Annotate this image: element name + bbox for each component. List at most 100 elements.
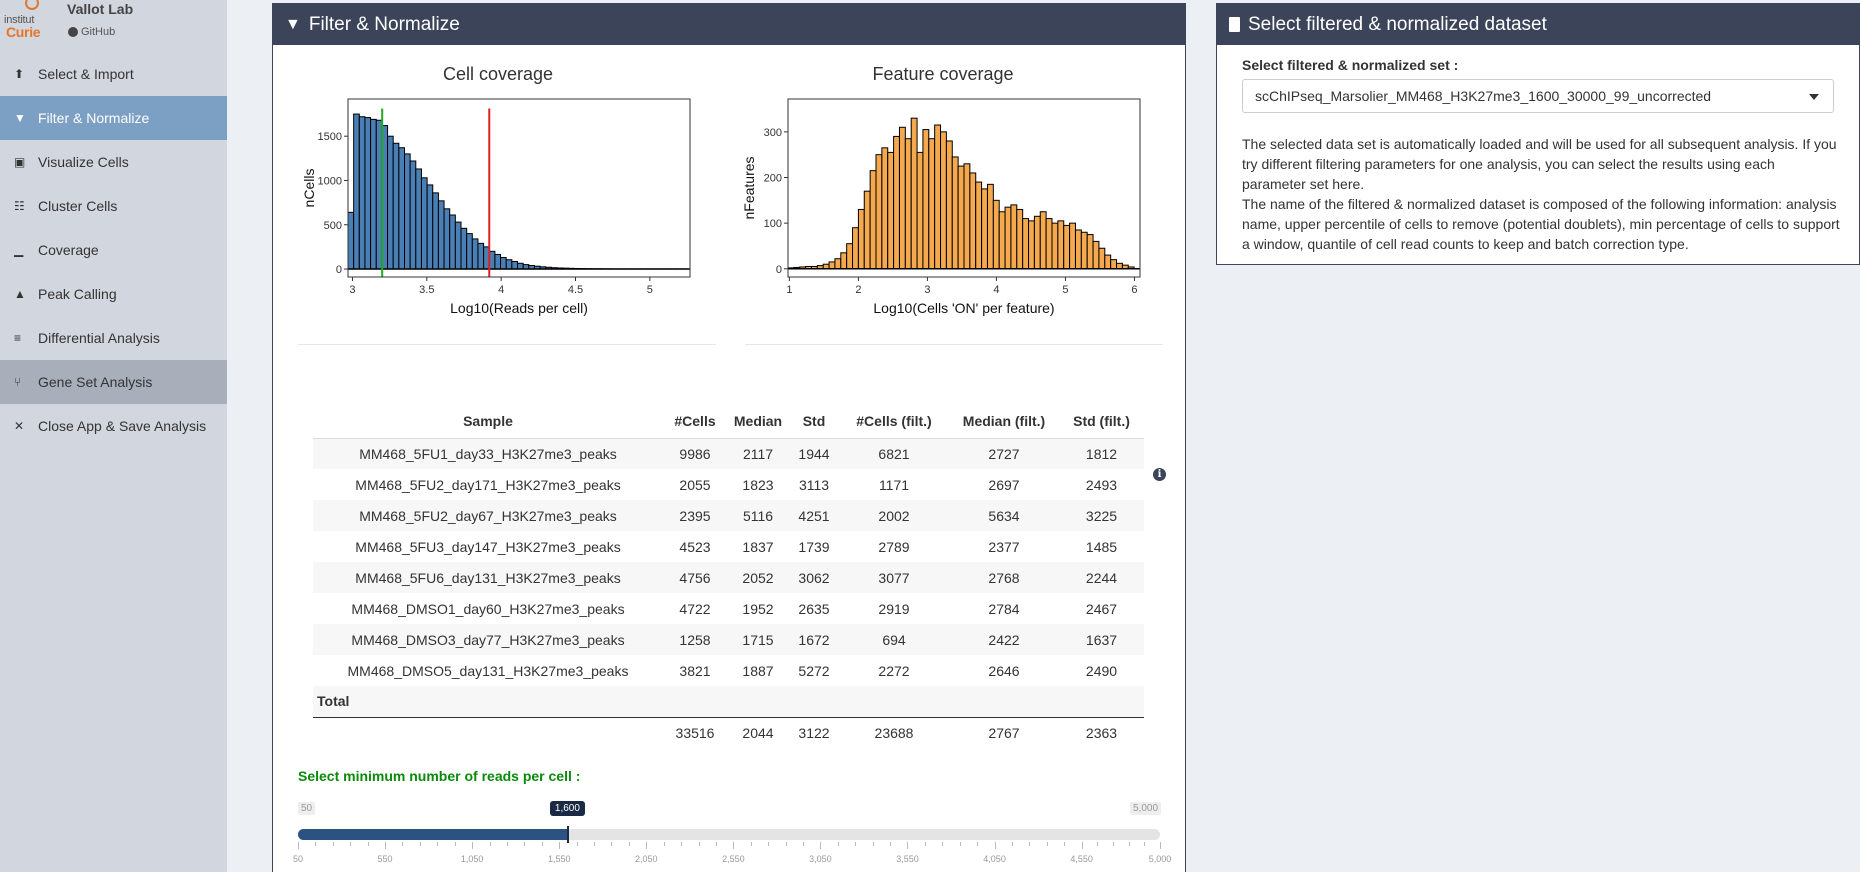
github-link[interactable]: GitHub — [68, 26, 115, 38]
hist-bar — [505, 259, 513, 270]
hist-bar — [992, 199, 1000, 270]
slider-minor-tick — [977, 842, 979, 846]
hist-bar — [828, 261, 836, 270]
table-row: MM468_DMSO3_day77_H3K27me3_peaks 1258 1715… — [313, 624, 1144, 655]
box-title: Select filtered & normalized dataset — [1248, 13, 1547, 35]
hist-bar — [1092, 240, 1100, 270]
slider-minor-tick — [1046, 842, 1048, 846]
col-header: #Cells — [663, 404, 727, 439]
slider-minor-tick — [715, 842, 717, 846]
slider-tick-label: 2,050 — [635, 854, 658, 864]
logo-line2: Curie — [6, 24, 41, 40]
slider-minor-tick — [1128, 842, 1130, 846]
sidebar: institut Curie Vallot Lab GitHub ⬆ Selec… — [0, 0, 227, 872]
sidebar-item-peak-calling[interactable]: ▲ Peak Calling — [0, 272, 227, 316]
dataset-select[interactable]: scChIPseq_Marsolier_MM468_H3K27me3_1600_… — [1242, 79, 1834, 113]
hist-bar — [981, 188, 988, 270]
value-cell: 3077 — [839, 562, 949, 593]
plot-frame — [347, 98, 691, 278]
filter-normalize-header: ▼ Filter & Normalize — [273, 4, 1185, 45]
value-cell: 1823 — [742, 476, 774, 493]
hist-bar — [1104, 254, 1112, 270]
slider-fill — [298, 829, 568, 840]
sidebar-item-label: Filter & Normalize — [38, 110, 150, 126]
sample-cell: MM468_5FU2_day67_H3K27me3_peaks — [313, 500, 663, 531]
slider-tick-label: 4,550 — [1070, 854, 1093, 864]
sidebar-item-differential-analysis[interactable]: ≡ Differential Analysis — [0, 316, 227, 360]
slider-tick-label: 1,050 — [460, 854, 484, 864]
value-cell: 5634 — [949, 500, 1059, 531]
value-cell: 2919 — [878, 600, 910, 617]
hist-bar — [426, 184, 434, 270]
value-cell: 1944 — [789, 438, 839, 469]
y-tick-label: 300 — [764, 127, 782, 139]
slider-minor-tick — [524, 842, 526, 846]
hist-bar — [409, 160, 417, 270]
hist-bar — [398, 147, 406, 270]
value-cell: 2490 — [1085, 662, 1118, 679]
hist-bar — [875, 154, 883, 270]
hist-bar — [471, 238, 479, 270]
slider-handle[interactable] — [566, 826, 569, 843]
sidebar-item-gene-set-analysis[interactable]: ⑂ Gene Set Analysis — [0, 360, 227, 404]
slider-tick-label: 3,550 — [896, 854, 919, 864]
slider-minor-tick — [402, 842, 404, 846]
sidebar-item-coverage[interactable]: ▁ Coverage — [0, 228, 227, 272]
value-cell: 2395 — [663, 500, 727, 531]
value-cell: 1952 — [742, 600, 774, 617]
value-cell: 1837 — [742, 538, 774, 555]
y-tick-label: 100 — [764, 218, 782, 230]
hist-bar — [975, 181, 983, 270]
sample-cell: MM468_DMSO3_day77_H3K27me3_peaks — [313, 624, 663, 655]
slider-minor-tick — [489, 842, 491, 846]
slider-minor-tick — [419, 842, 421, 846]
total-value: 33516 — [675, 724, 715, 741]
slider-minor-tick — [350, 842, 352, 846]
value-cell: 2052 — [727, 562, 789, 593]
value-cell: 4756 — [663, 562, 727, 593]
table-total-row: Total — [313, 686, 1144, 718]
info-icon[interactable]: i — [1153, 468, 1166, 481]
sidebar-item-close-app[interactable]: ✕ Close App & Save Analysis — [0, 404, 227, 448]
file-icon — [1229, 17, 1240, 32]
hist-bar — [893, 135, 900, 270]
sidebar-item-filter-normalize[interactable]: ▼ Filter & Normalize — [0, 96, 227, 140]
close-icon: ✕ — [14, 419, 25, 433]
col-header: Median — [727, 404, 789, 439]
hist-bar — [420, 177, 428, 270]
hist-bar — [957, 165, 965, 270]
institut-curie-logo: institut Curie — [2, 0, 46, 42]
min-reads-slider[interactable] — [298, 826, 1160, 843]
box-title: Filter & Normalize — [308, 13, 460, 35]
y-tick-label: 500 — [324, 220, 342, 232]
sample-cell: MM468_5FU3_day147_H3K27me3_peaks — [355, 538, 621, 555]
sidebar-item-visualize-cells[interactable]: ▣ Visualize Cells — [0, 140, 227, 184]
totals-spacer — [313, 717, 663, 748]
hist-bar — [370, 118, 377, 270]
hist-bar — [375, 119, 383, 270]
hist-bar — [387, 135, 394, 270]
slider-major-tick — [1160, 842, 1161, 849]
sidebar-item-cluster-cells[interactable]: ☷ Cluster Cells — [0, 184, 227, 228]
value-cell: 1812 — [1059, 438, 1144, 469]
hist-bar — [904, 138, 912, 270]
hist-bar — [364, 117, 372, 270]
select-dataset-box: Select filtered & normalized dataset Sel… — [1216, 3, 1860, 265]
hist-bar — [404, 153, 411, 270]
hist-bar — [910, 117, 918, 270]
value-cell: 2422 — [949, 624, 1059, 655]
slider-minor-tick — [698, 842, 700, 846]
table-row: MM468_5FU6_day131_H3K27me3_peaks 4756 2052… — [313, 562, 1144, 593]
x-axis-label: Log10(Reads per cell) — [450, 300, 588, 316]
hist-bar — [940, 131, 947, 270]
value-cell: 2789 — [878, 538, 910, 555]
hist-bar — [1010, 204, 1018, 270]
x-tick-label: 1 — [786, 284, 792, 296]
hist-bar — [998, 211, 1006, 270]
sidebar-item-select-import[interactable]: ⬆ Select & Import — [0, 52, 227, 96]
cell-coverage-plot: 3 3.5 4 4.5 5 0 500 1000 1500 Log10(Reads per cel… — [301, 98, 691, 316]
description-paragraph-1: The selected data set is automatically l… — [1242, 136, 1837, 192]
slider-minor-tick — [541, 842, 543, 846]
select-dataset-header: Select filtered & normalized dataset — [1217, 4, 1859, 45]
hist-bar — [477, 242, 485, 270]
